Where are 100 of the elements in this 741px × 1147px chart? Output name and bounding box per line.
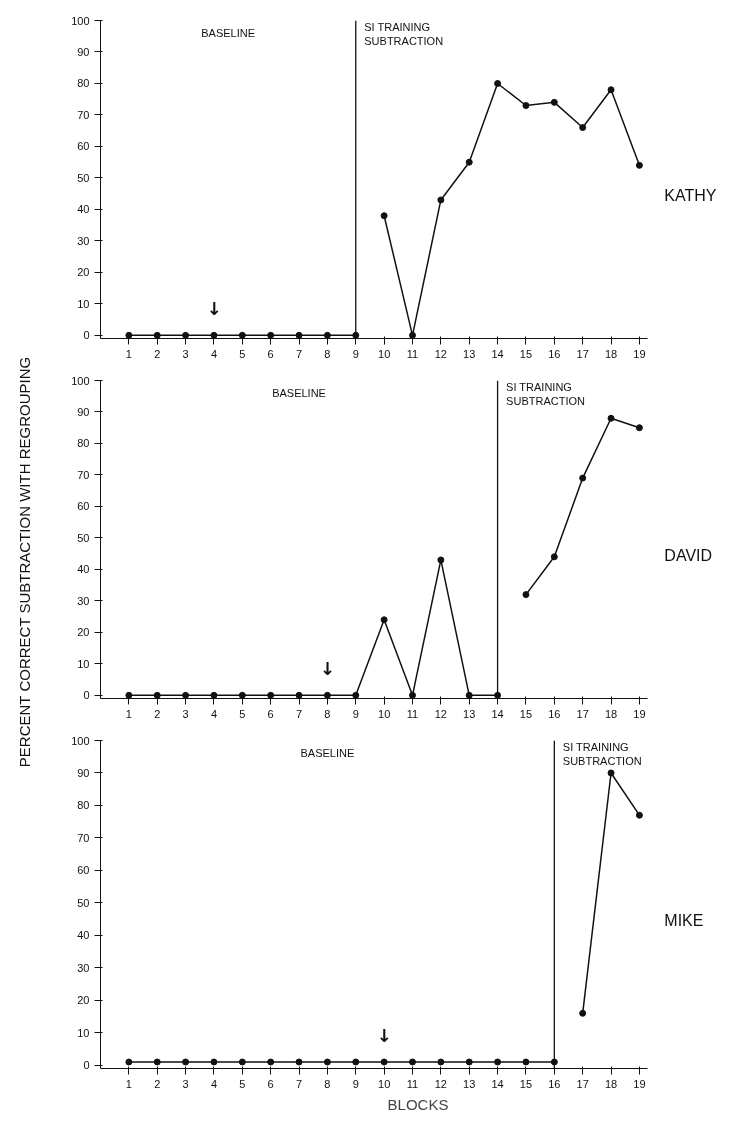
- point: [494, 1058, 502, 1066]
- y-tick-label: 10: [77, 657, 90, 670]
- point: [238, 691, 246, 699]
- point: [352, 1058, 360, 1066]
- x-tick-label: 7: [295, 1077, 303, 1090]
- point: [380, 616, 388, 624]
- x-tick-label: 1: [125, 707, 132, 720]
- x-tick-label: 10: [378, 347, 391, 360]
- point: [522, 1058, 530, 1066]
- point: [437, 196, 445, 204]
- point: [267, 331, 275, 339]
- point: [522, 102, 530, 109]
- x-tick-label: 4: [210, 707, 218, 720]
- annotation: SI TRAINING SUBTRACTION: [562, 740, 642, 767]
- point: [494, 691, 502, 699]
- annotation: SI TRAINING SUBTRACTION: [364, 20, 444, 47]
- y-tick-label: 80: [77, 437, 90, 450]
- y-tick-label: 50: [77, 896, 90, 909]
- point: [295, 331, 303, 339]
- y-tick-label: 80: [77, 77, 90, 90]
- point: [182, 691, 190, 699]
- y-tick-label: 10: [77, 1026, 90, 1039]
- x-tick-label: 8: [324, 347, 331, 360]
- point: [465, 691, 473, 699]
- point: [295, 1058, 303, 1066]
- annotation: BASELINE: [201, 26, 256, 39]
- point: [550, 553, 558, 561]
- point: [295, 691, 303, 699]
- y-tick-label: 90: [77, 45, 90, 58]
- y-tick-label: 0: [83, 329, 90, 342]
- y-tick-label: 50: [77, 531, 90, 544]
- x-tick-label: 12: [434, 1077, 447, 1090]
- x-tick-label: 5: [239, 707, 246, 720]
- y-tick-label: 100: [71, 734, 90, 747]
- point: [579, 1009, 587, 1017]
- y-tick-label: 10: [77, 297, 90, 310]
- y-tick-label: 70: [77, 468, 90, 481]
- x-tick-label: 3: [182, 347, 189, 360]
- x-tick-label: 19: [633, 707, 646, 720]
- series-label: KATHY: [664, 186, 717, 204]
- x-tick-label: 5: [239, 1077, 246, 1090]
- point: [550, 98, 558, 106]
- x-tick-label: 16: [548, 347, 561, 360]
- x-tick-label: 8: [324, 707, 331, 720]
- annotation: BASELINE: [272, 386, 326, 399]
- y-tick-label: 0: [83, 689, 90, 702]
- point: [238, 331, 246, 339]
- point: [635, 161, 643, 169]
- x-tick-label: 1: [125, 1077, 132, 1090]
- point: [153, 691, 161, 699]
- y-tick-label: 70: [77, 108, 90, 121]
- x-tick-label: 18: [604, 707, 618, 720]
- x-tick-label: 6: [267, 1077, 274, 1090]
- y-tick-label: 70: [77, 831, 90, 844]
- point: [323, 691, 331, 699]
- x-tick-label: 9: [352, 347, 359, 360]
- x-tick-label: 14: [491, 347, 504, 360]
- x-tick-label: 17: [576, 347, 589, 360]
- point: [494, 79, 502, 87]
- point: [437, 556, 445, 564]
- x-tick-label: 1: [125, 347, 132, 360]
- x-tick-label: 3: [182, 1077, 189, 1090]
- y-tick-label: 100: [71, 14, 90, 27]
- y-tick-label: 60: [77, 864, 90, 877]
- y-axis-title: PERCENT CORRECT SUBTRACTION WITH REGROUPING: [15, 356, 35, 768]
- x-tick-label: 12: [434, 707, 447, 720]
- y-tick-label: 100: [71, 374, 90, 387]
- x-tick-label: 15: [519, 1077, 533, 1090]
- x-tick-label: 19: [633, 1077, 646, 1090]
- x-tick-label: 4: [210, 1077, 218, 1090]
- y-tick-label: 30: [77, 234, 90, 247]
- x-tick-label: 4: [210, 347, 218, 360]
- y-tick-label: 50: [77, 171, 90, 184]
- y-tick-label: 60: [77, 500, 90, 513]
- y-tick-label: 30: [77, 961, 90, 974]
- point: [380, 212, 388, 220]
- x-tick-label: 9: [352, 1077, 359, 1090]
- point: [210, 331, 218, 339]
- point: [125, 1058, 133, 1066]
- annotation: ↓: [206, 298, 222, 320]
- point: [210, 691, 218, 699]
- point: [437, 1058, 445, 1066]
- x-tick-label: 13: [463, 707, 476, 720]
- x-tick-label: 2: [154, 1077, 161, 1090]
- x-tick-label: 11: [406, 1077, 419, 1090]
- x-tick-label: 15: [519, 707, 533, 720]
- x-axis-title: BLOCKS: [387, 1095, 449, 1113]
- y-tick-label: 30: [77, 594, 90, 607]
- point: [465, 1058, 473, 1066]
- annotation: BASELINE: [300, 747, 355, 759]
- y-tick-label: 80: [77, 799, 90, 812]
- point: [409, 331, 416, 339]
- y-tick-label: 40: [77, 929, 90, 942]
- point: [125, 331, 133, 339]
- point: [125, 691, 133, 699]
- point: [267, 691, 275, 699]
- x-tick-label: 7: [295, 347, 303, 360]
- x-tick-label: 18: [604, 347, 618, 360]
- x-tick-label: 16: [548, 707, 561, 720]
- point: [182, 1058, 190, 1066]
